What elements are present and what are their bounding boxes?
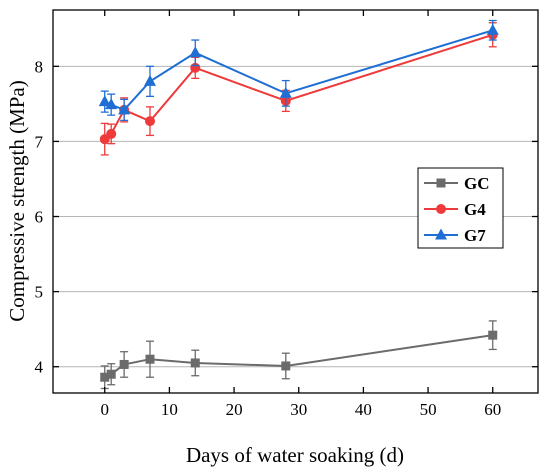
data-point	[488, 330, 498, 340]
legend-marker	[435, 228, 447, 240]
legend-label: G4	[464, 200, 486, 219]
x-tick-label: 10	[161, 400, 178, 419]
data-point	[279, 86, 292, 98]
legend-label: GC	[464, 174, 490, 193]
y-tick-label: 4	[35, 358, 44, 377]
axis-ticks: 4 5 6 7 8 0 10 20 30 40 50 60	[35, 10, 538, 419]
data-point	[119, 359, 129, 369]
x-tick-label: 20	[226, 400, 243, 419]
grid-lines	[53, 65, 538, 368]
data-point	[98, 95, 111, 107]
data-point	[106, 128, 117, 139]
x-tick-label: 40	[355, 400, 372, 419]
legend-label: G7	[464, 226, 486, 245]
legend-marker	[436, 204, 446, 214]
y-tick-label: 6	[35, 208, 44, 227]
plot-frame	[52, 9, 539, 394]
legend: GC G4 G7	[417, 167, 504, 249]
data-point	[105, 98, 118, 110]
data-point	[106, 369, 116, 379]
data-point	[145, 116, 155, 127]
series-line	[104, 29, 494, 112]
data-point	[118, 103, 131, 115]
legend-marker	[436, 178, 446, 188]
series-group	[98, 19, 499, 390]
data-point	[486, 23, 499, 35]
series-gc	[100, 320, 498, 390]
series-g7	[98, 19, 499, 122]
data-point	[281, 361, 291, 371]
x-tick-label: 0	[100, 400, 109, 419]
x-tick-label: 60	[484, 400, 501, 419]
data-point	[145, 354, 155, 364]
x-axis-title: Days of water soaking (d)	[186, 443, 404, 467]
series-line	[104, 33, 494, 140]
y-tick-label: 7	[35, 132, 44, 151]
x-tick-label: 30	[290, 400, 307, 419]
data-point	[100, 372, 110, 382]
data-point	[190, 358, 200, 368]
data-point	[189, 46, 202, 58]
y-axis-title: Compressive strength (MPa)	[5, 80, 29, 321]
series-line	[104, 334, 493, 379]
data-point	[144, 74, 156, 86]
x-tick-label: 50	[420, 400, 437, 419]
y-tick-label: 5	[35, 283, 44, 302]
y-tick-label: 8	[35, 57, 44, 76]
